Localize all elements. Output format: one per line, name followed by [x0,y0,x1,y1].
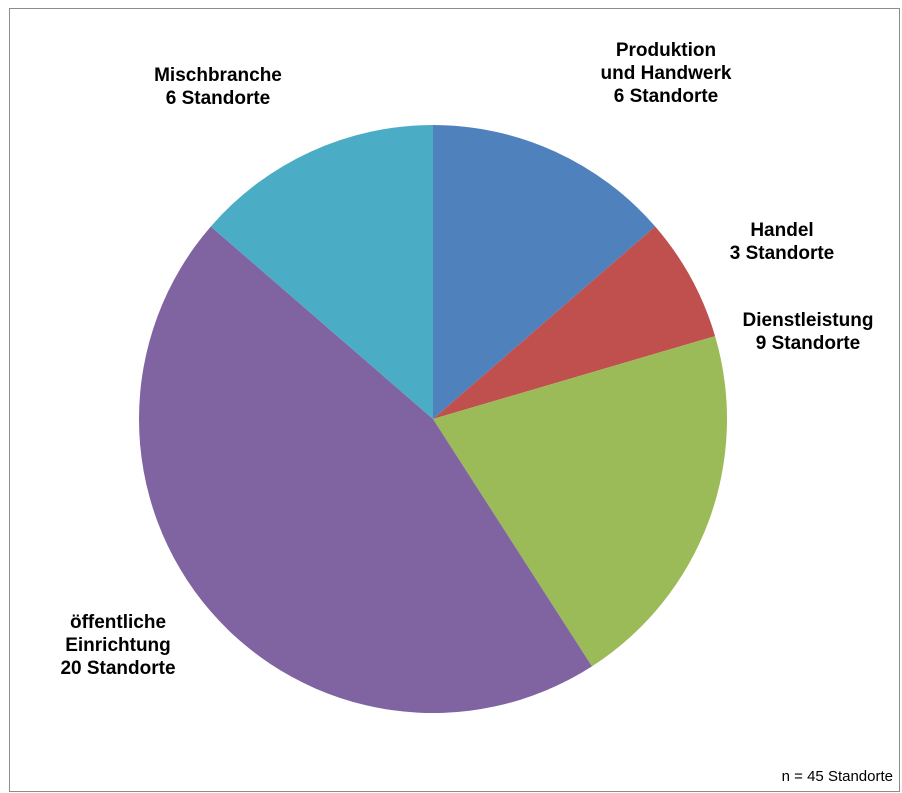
slice-handel [433,226,716,419]
label-line: und Handwerk [601,63,732,84]
label-line: Dienstleistung [743,310,874,331]
label-produktion-handwerk: Produktion und Handwerk 6 Standorte [601,40,732,107]
label-line: 3 Standorte [730,243,835,264]
label-dienstleistung: Dienstleistung 9 Standorte [743,310,874,354]
label-line: 6 Standorte [166,88,271,109]
slice-produktion-handwerk [433,125,656,419]
slice-dienstleistung [433,336,727,667]
label-oeffentliche-einrichtung: öffentliche Einrichtung 20 Standorte [60,612,175,679]
label-line: öffentliche [70,612,166,633]
label-mischbranche: Mischbranche 6 Standorte [154,65,282,109]
slice-oeffentliche-einrichtung [138,226,592,714]
label-line: 9 Standorte [756,333,861,354]
slice-mischbranche [210,125,433,419]
label-line: Mischbranche [154,65,282,86]
label-line: Produktion [616,40,716,61]
label-line: Handel [750,220,813,241]
pie-slices [138,125,727,714]
label-line: 20 Standorte [60,658,175,679]
label-line: Einrichtung [65,635,171,656]
sample-size-note: n = 45 Standorte [782,768,893,785]
label-handel: Handel 3 Standorte [730,220,835,264]
label-line: 6 Standorte [614,86,719,107]
